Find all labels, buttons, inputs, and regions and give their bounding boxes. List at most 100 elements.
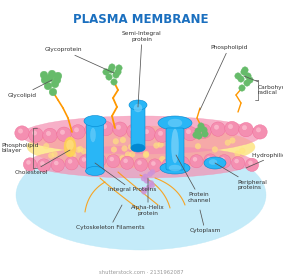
Circle shape — [102, 124, 107, 129]
Circle shape — [207, 157, 211, 160]
Circle shape — [29, 128, 43, 142]
Circle shape — [221, 157, 225, 161]
Circle shape — [65, 157, 78, 170]
Ellipse shape — [129, 100, 147, 110]
Circle shape — [76, 147, 81, 153]
Circle shape — [193, 157, 197, 161]
Circle shape — [15, 126, 29, 140]
Ellipse shape — [64, 137, 76, 157]
Ellipse shape — [169, 165, 181, 171]
Circle shape — [78, 146, 83, 152]
Ellipse shape — [91, 128, 95, 142]
Circle shape — [115, 69, 121, 75]
Circle shape — [245, 158, 259, 171]
Ellipse shape — [67, 140, 74, 150]
Circle shape — [54, 161, 58, 165]
Circle shape — [48, 70, 56, 78]
Circle shape — [32, 131, 37, 135]
Ellipse shape — [16, 140, 266, 250]
Circle shape — [127, 124, 141, 138]
Text: Protein
channel: Protein channel — [176, 155, 211, 203]
Circle shape — [124, 159, 128, 163]
Circle shape — [46, 74, 54, 82]
Circle shape — [239, 148, 245, 153]
Text: Semi-Integral
protein: Semi-Integral protein — [122, 31, 162, 107]
Circle shape — [193, 132, 199, 138]
Circle shape — [214, 125, 219, 129]
Ellipse shape — [158, 116, 192, 130]
Text: Alpha-Helix
protein: Alpha-Helix protein — [131, 178, 165, 216]
Circle shape — [134, 104, 142, 112]
Circle shape — [74, 128, 79, 132]
Circle shape — [109, 64, 115, 70]
Circle shape — [89, 147, 95, 153]
Circle shape — [195, 143, 201, 149]
Circle shape — [82, 157, 86, 162]
Text: shutterstock.com · 2131962087: shutterstock.com · 2131962087 — [99, 269, 183, 274]
Circle shape — [171, 144, 177, 150]
Circle shape — [242, 125, 247, 130]
Circle shape — [162, 158, 175, 171]
Circle shape — [172, 131, 177, 136]
Circle shape — [235, 159, 239, 163]
Text: Peripheral
proteins: Peripheral proteins — [215, 163, 267, 190]
Circle shape — [120, 155, 125, 161]
Circle shape — [167, 148, 172, 153]
Circle shape — [120, 137, 126, 143]
Circle shape — [48, 153, 54, 158]
Circle shape — [130, 151, 135, 157]
Circle shape — [37, 159, 50, 172]
Circle shape — [144, 129, 149, 134]
Ellipse shape — [85, 167, 104, 176]
Circle shape — [99, 121, 113, 136]
Circle shape — [202, 131, 208, 137]
Circle shape — [151, 162, 155, 165]
Circle shape — [138, 161, 142, 165]
Circle shape — [51, 158, 64, 172]
Ellipse shape — [84, 115, 106, 127]
Circle shape — [57, 127, 71, 141]
Circle shape — [158, 131, 163, 136]
Circle shape — [106, 74, 112, 80]
Circle shape — [247, 77, 253, 83]
Text: Cholesterol: Cholesterol — [15, 150, 70, 174]
Text: Carbohydrate
radical: Carbohydrate radical — [244, 76, 283, 95]
Text: PLASMA MEMBRANE: PLASMA MEMBRANE — [73, 13, 209, 26]
Circle shape — [186, 129, 191, 134]
Circle shape — [41, 76, 49, 84]
Circle shape — [116, 65, 122, 71]
Circle shape — [110, 157, 114, 161]
Circle shape — [96, 157, 100, 160]
Circle shape — [125, 152, 131, 157]
Circle shape — [40, 162, 44, 165]
Text: Hydrophilic tails: Hydrophilic tails — [246, 153, 283, 168]
Circle shape — [235, 151, 240, 157]
Circle shape — [53, 76, 61, 84]
Ellipse shape — [21, 116, 261, 154]
Circle shape — [52, 151, 57, 157]
Circle shape — [60, 130, 65, 134]
Circle shape — [176, 157, 189, 170]
Circle shape — [158, 142, 163, 148]
Ellipse shape — [160, 162, 190, 174]
Circle shape — [111, 147, 117, 152]
Circle shape — [144, 178, 149, 183]
FancyBboxPatch shape — [131, 103, 145, 150]
Circle shape — [179, 159, 183, 163]
Circle shape — [68, 159, 72, 163]
Ellipse shape — [27, 126, 255, 168]
Circle shape — [231, 157, 245, 170]
Circle shape — [196, 133, 202, 139]
Circle shape — [81, 148, 87, 154]
Circle shape — [176, 153, 182, 159]
Ellipse shape — [204, 157, 226, 169]
Text: Phospholipid
bilayer: Phospholipid bilayer — [1, 143, 38, 153]
Circle shape — [237, 156, 242, 162]
Circle shape — [116, 125, 121, 129]
Circle shape — [113, 122, 127, 136]
Circle shape — [239, 122, 253, 137]
Circle shape — [143, 151, 149, 157]
Circle shape — [51, 80, 59, 88]
Circle shape — [165, 161, 169, 165]
Ellipse shape — [209, 160, 217, 165]
